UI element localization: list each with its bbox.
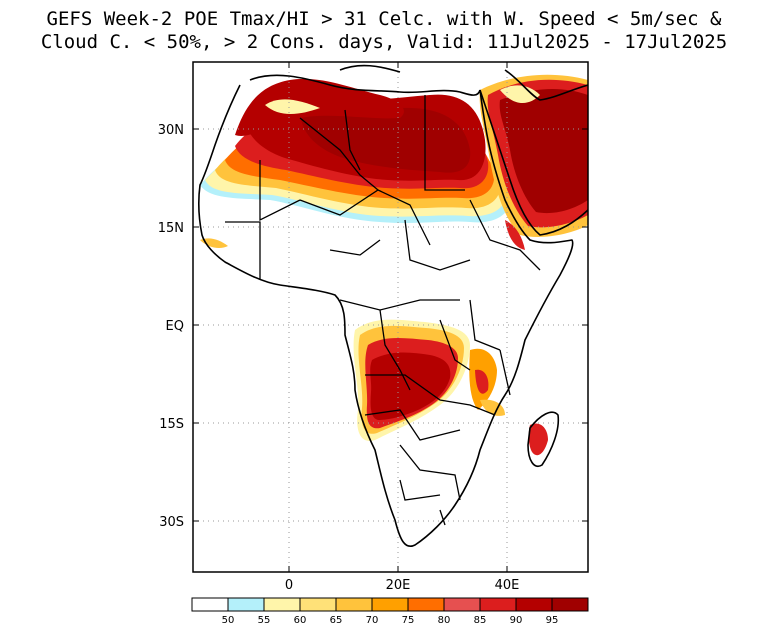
lat-label-30n: 30N [158, 123, 184, 138]
colorbar-label: 70 [366, 615, 379, 626]
colorbar-swatch [227, 597, 265, 612]
colorbar-label: 65 [330, 615, 343, 626]
colorbar-label: 80 [438, 615, 451, 626]
map-gridlines [193, 62, 588, 572]
colorbar-swatch [551, 597, 589, 612]
map-content [193, 62, 588, 572]
chart-title-line-1: GEFS Week-2 POE Tmax/HI > 31 Celc. with … [46, 8, 722, 30]
latitude-axis [193, 128, 588, 522]
chart-title-line-2: Cloud C. < 50%, > 2 Cons. days, Valid: 1… [40, 31, 728, 53]
lat-label-15s: 15S [159, 417, 184, 432]
lon-label-20e: 20E [386, 578, 411, 593]
colorbar-label: 95 [546, 615, 559, 626]
colorbar-swatch [479, 597, 517, 612]
longitude-axis [288, 62, 508, 572]
colorbar-label: 85 [474, 615, 487, 626]
colorbar-swatch [191, 597, 229, 612]
lon-label-0: 0 [285, 578, 293, 593]
poe-shading-central-africa [353, 319, 548, 456]
coastlines [197, 64, 588, 547]
colorbar: 50 55 60 65 70 75 80 85 90 95 [191, 597, 589, 626]
colorbar-label: 50 [222, 615, 235, 626]
colorbar-label: 75 [402, 615, 415, 626]
colorbar-swatch [371, 597, 409, 612]
lat-label-30s: 30S [159, 515, 184, 530]
colorbar-swatch [299, 597, 337, 612]
lon-label-40e: 40E [495, 578, 520, 593]
colorbar-swatch [443, 597, 481, 612]
colorbar-swatch [263, 597, 301, 612]
country-borders [225, 95, 541, 526]
map-frame [192, 61, 589, 573]
colorbar-swatch [515, 597, 553, 612]
colorbar-label: 55 [258, 615, 271, 626]
lat-label-eq: EQ [166, 319, 184, 334]
lat-label-15n: 15N [158, 221, 184, 236]
colorbar-swatch [335, 597, 373, 612]
colorbar-swatch [407, 597, 445, 612]
colorbar-label: 90 [510, 615, 523, 626]
colorbar-label: 60 [294, 615, 307, 626]
